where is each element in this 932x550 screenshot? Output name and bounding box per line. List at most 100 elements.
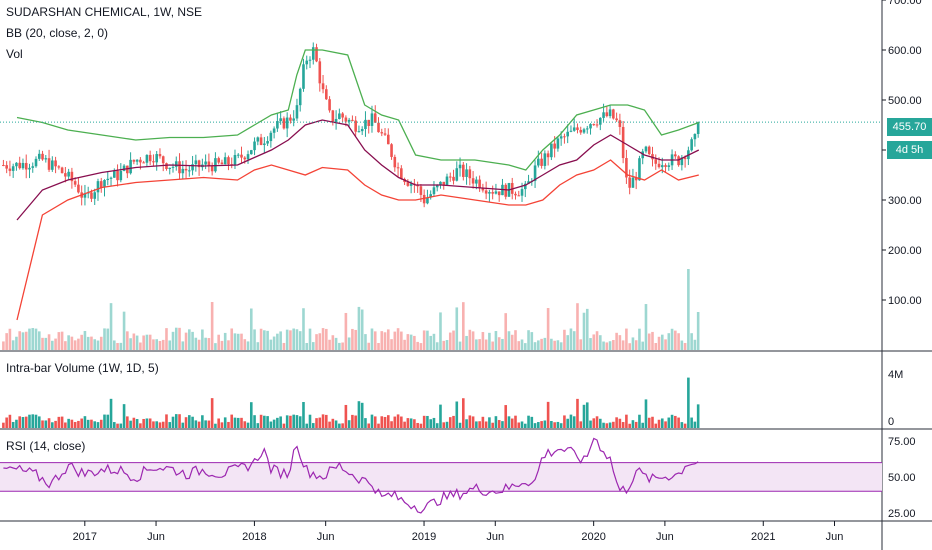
candle-body [667, 165, 671, 167]
volume-bars [2, 269, 700, 350]
volume-bar [223, 332, 227, 350]
intrabar-volume-bar [47, 418, 51, 428]
volume-bar [15, 336, 18, 350]
volume-bar [377, 342, 380, 350]
intrabar-volume-bar [419, 423, 423, 428]
intrabar-volume-bar [276, 417, 279, 428]
intrabar-volume-bar [165, 414, 168, 428]
x-tick-label: Jun [147, 531, 165, 543]
candle-body [481, 188, 485, 191]
candle-body [439, 181, 442, 186]
volume-bar [31, 328, 35, 350]
intrabar-volume-bar [109, 398, 113, 428]
candle-body [51, 160, 54, 170]
candle-body [517, 195, 521, 197]
candle-body [396, 167, 400, 169]
intrabar-volume-bar [585, 402, 589, 428]
intrabar-volume-bar [86, 419, 90, 428]
volume-bar [289, 330, 292, 350]
candle-body [543, 153, 547, 166]
volume-bar [569, 328, 573, 350]
y-tick-label: 100.00 [888, 295, 922, 307]
volume-bar [155, 339, 158, 350]
intrabar-volume-bar [325, 414, 328, 428]
candle-body [2, 165, 5, 166]
intrabar-volume-bar [106, 414, 110, 428]
candle-body [24, 162, 28, 170]
legend-intrabar: Intra-bar Volume (1W, 1D, 5) [6, 361, 159, 375]
intrabar-volume-bar [158, 422, 162, 428]
volume-bar [491, 341, 494, 350]
candle-body [112, 170, 116, 178]
x-tick-label: 2020 [581, 531, 605, 543]
volume-bar [582, 312, 586, 350]
candle-body [360, 128, 364, 132]
candle-body [116, 170, 119, 181]
volume-bar [488, 332, 491, 350]
candle-body [227, 157, 230, 165]
intrabar-volume-bar [103, 414, 106, 428]
intrabar-volume-bar [360, 402, 364, 428]
intrabar-volume-bar [582, 404, 586, 428]
intrabar-volume-bar [647, 417, 651, 428]
intrabar-volume-bar [318, 417, 322, 428]
candle-body [119, 170, 123, 181]
volume-bar [279, 331, 282, 350]
candle-body [34, 158, 38, 167]
candle-body [263, 143, 266, 145]
volume-bar [445, 340, 449, 350]
candle-body [452, 176, 455, 181]
candle-body [462, 164, 465, 177]
volume-bar [595, 331, 599, 350]
intrabar-volume-bar [188, 415, 191, 428]
intrabar-volume-bar [631, 420, 635, 428]
volume-bar [321, 328, 325, 350]
candle-body [514, 193, 517, 196]
volume-bar [670, 328, 674, 350]
candle-body [471, 178, 475, 184]
candle-body [400, 168, 403, 179]
candle-body [60, 167, 64, 174]
volume-bar [188, 329, 191, 350]
candle-body [197, 160, 201, 168]
intrabar-volume-bar [132, 417, 136, 428]
candle-body [41, 153, 44, 160]
volume-bar [687, 269, 690, 350]
intrabar-volume-bar [537, 422, 540, 428]
volume-bar [442, 340, 446, 350]
intrabar-volume-bar [135, 419, 139, 428]
candle-body [194, 160, 198, 165]
intrabar-volume-bar [520, 421, 524, 428]
candle-body [537, 158, 540, 166]
volume-bar [608, 341, 612, 350]
volume-bar [448, 332, 452, 350]
intrabar-volume-bar [243, 421, 247, 428]
candle-body [475, 179, 478, 184]
x-tick-label: 2021 [751, 531, 775, 543]
y-tick-label: 600.00 [888, 45, 922, 57]
intrabar-volume-bar [618, 418, 622, 428]
intrabar-volume-bar [37, 416, 41, 428]
volume-bar [660, 334, 664, 350]
volume-bar [364, 334, 367, 350]
candle-body [191, 164, 194, 171]
volume-bar [34, 328, 38, 350]
candle-body [393, 156, 397, 168]
candle-body [99, 181, 103, 188]
intrabar-volume-bar [15, 419, 18, 428]
intrabar-volume-bar [230, 414, 234, 428]
intrabar-volume-bar [204, 420, 207, 428]
intrabar-volume-bar [51, 422, 54, 428]
volume-bar [468, 329, 472, 350]
volume-bar [393, 331, 397, 350]
candle-body [602, 112, 605, 118]
volume-bar [347, 337, 351, 350]
volume-bar [484, 339, 488, 350]
volume-bar [383, 332, 387, 350]
volume-bar [47, 334, 51, 350]
candle-body [546, 153, 550, 158]
candle-body [145, 154, 149, 163]
intrabar-volume-bar [83, 416, 87, 428]
